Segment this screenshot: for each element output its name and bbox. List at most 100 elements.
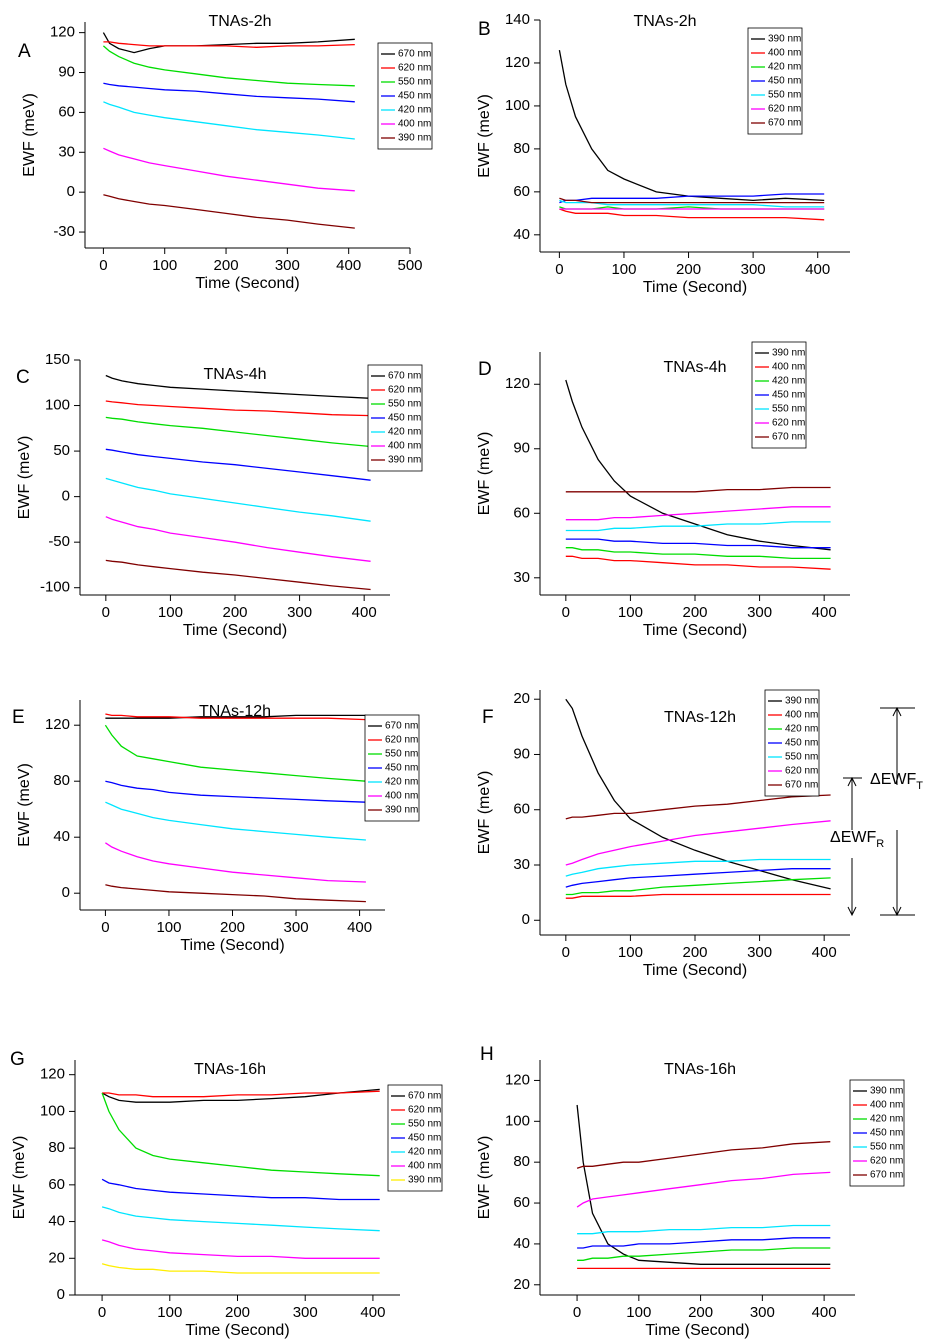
y-tick-label: 0 (57, 1286, 65, 1303)
x-tick-label: 400 (360, 1304, 385, 1321)
annotation: ΔEWFR (830, 829, 884, 850)
series-line (102, 32, 355, 54)
x-tick-label: 400 (812, 604, 837, 621)
chart-title: TNAs-4h (663, 359, 726, 376)
x-tick-label: 0 (562, 604, 570, 621)
y-tick-label: 0 (62, 884, 70, 901)
series-line (101, 1263, 380, 1274)
x-tick-label: 200 (676, 261, 701, 278)
x-tick-label: 400 (812, 1304, 837, 1321)
legend-label: 400 nm (772, 362, 805, 373)
series-line (577, 1224, 831, 1235)
x-tick-label: 500 (397, 257, 422, 274)
chart-title: TNAs-2h (208, 13, 271, 30)
x-tick-label: 300 (284, 919, 309, 936)
annotation: ΔEWFT (870, 771, 923, 792)
series-line (101, 1239, 380, 1259)
x-tick-label: 100 (156, 919, 181, 936)
legend-label: 420 nm (408, 1147, 441, 1158)
y-tick-label: 0 (62, 488, 70, 505)
y-tick-label: 60 (48, 1176, 65, 1193)
legend-label: 390 nm (772, 348, 805, 359)
y-axis-label: EWF (meV) (476, 94, 493, 178)
y-tick-label: 30 (58, 143, 75, 160)
series-line (565, 379, 831, 551)
x-axis-label: Time (Second) (643, 962, 747, 979)
series-line (565, 506, 831, 521)
panel-letter: F (482, 707, 494, 728)
x-tick-label: 300 (287, 604, 312, 621)
x-axis-label: Time (Second) (645, 1322, 749, 1339)
y-tick-label: 100 (45, 397, 70, 414)
x-tick-label: 0 (573, 1304, 581, 1321)
series-line (576, 1171, 831, 1208)
legend-label: 670 nm (785, 780, 818, 791)
legend-label: 550 nm (772, 404, 805, 415)
y-axis-label: EWF (meV) (11, 1136, 28, 1220)
x-tick-label: 200 (688, 1304, 713, 1321)
series-line (103, 194, 355, 229)
y-tick-label: 90 (58, 63, 75, 80)
y-tick-label: -100 (40, 579, 70, 596)
y-tick-label: 120 (505, 1071, 530, 1088)
legend-label: 450 nm (768, 76, 801, 87)
y-tick-label: 100 (505, 97, 530, 114)
y-axis-label: EWF (meV) (16, 763, 33, 847)
x-tick-label: 400 (812, 944, 837, 961)
y-tick-label: 100 (40, 1102, 65, 1119)
series-line (559, 199, 825, 208)
chart-title: TNAs-12h (664, 709, 736, 726)
series-line (559, 208, 825, 221)
series-line (565, 521, 831, 532)
x-tick-label: 300 (747, 944, 772, 961)
legend-label: 450 nm (385, 763, 418, 774)
y-tick-label: 60 (513, 801, 530, 818)
y-tick-label: 120 (40, 1066, 65, 1083)
x-tick-label: 300 (750, 1304, 775, 1321)
x-tick-label: 200 (225, 1304, 250, 1321)
y-tick-label: 80 (53, 772, 70, 789)
y-tick-label: -50 (48, 533, 70, 550)
legend-label: 550 nm (870, 1142, 903, 1153)
legend-label: 670 nm (385, 721, 418, 732)
chart-title: TNAs-4h (203, 366, 266, 383)
x-axis-label: Time (Second) (185, 1322, 289, 1339)
panel-letter: B (478, 19, 491, 40)
series-line (105, 801, 366, 841)
y-tick-label: 60 (513, 183, 530, 200)
chart-title: TNAs-16h (664, 1061, 736, 1078)
annotation-text: ΔEWF (830, 829, 876, 846)
legend-label: 420 nm (768, 62, 801, 73)
y-axis-label: EWF (meV) (16, 436, 33, 520)
x-tick-label: 300 (741, 261, 766, 278)
x-tick-label: 100 (618, 944, 643, 961)
x-tick-label: 100 (152, 257, 177, 274)
legend-label: 670 nm (768, 118, 801, 129)
x-axis-label: Time (Second) (195, 275, 299, 292)
legend-label: 450 nm (398, 91, 431, 102)
x-axis-label: Time (Second) (183, 622, 287, 639)
x-tick-label: 100 (618, 604, 643, 621)
y-tick-label: 120 (505, 54, 530, 71)
y-tick-label: 0 (522, 911, 530, 928)
legend-label: 450 nm (388, 413, 421, 424)
legend-label: 450 nm (772, 390, 805, 401)
delta-arrows (843, 706, 915, 917)
series-line (558, 49, 825, 202)
series-line (565, 858, 831, 877)
series-line (105, 559, 371, 591)
annotation-sub: R (876, 838, 884, 850)
y-tick-label: 40 (53, 828, 70, 845)
series-line (103, 41, 355, 48)
legend-label: 450 nm (785, 738, 818, 749)
legend-label: 620 nm (388, 385, 421, 396)
series-line (105, 516, 371, 562)
y-tick-label: 20 (513, 690, 530, 707)
legend-label: 450 nm (408, 1133, 441, 1144)
legend-label: 420 nm (785, 724, 818, 735)
legend-label: 390 nm (785, 696, 818, 707)
series-line (565, 698, 831, 890)
legend-label: 400 nm (768, 48, 801, 59)
legend-label: 620 nm (385, 735, 418, 746)
x-tick-label: 200 (220, 919, 245, 936)
